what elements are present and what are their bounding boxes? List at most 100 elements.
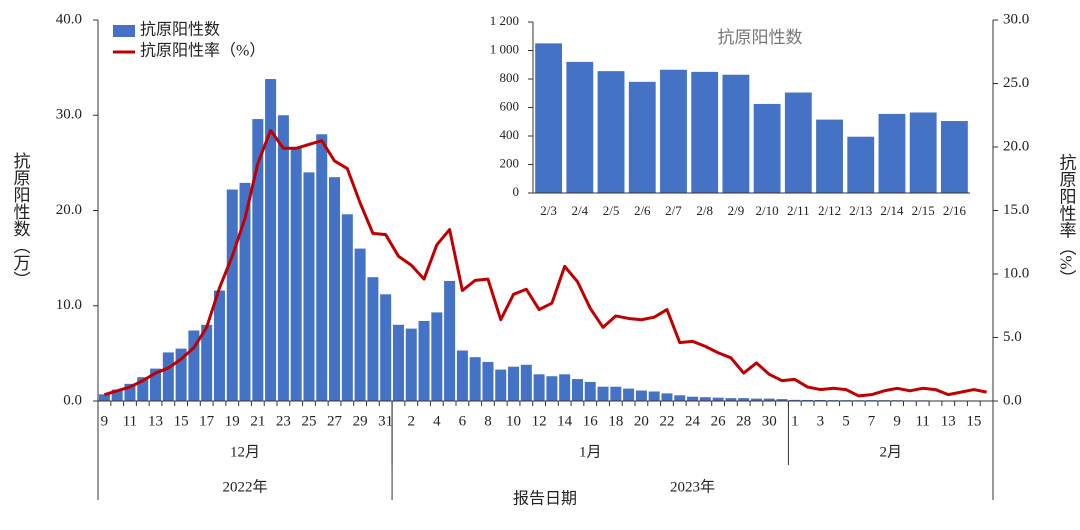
inset-x-tick-label: 2/8 bbox=[696, 203, 713, 218]
tick-label: 0 bbox=[513, 184, 520, 199]
month-label: 12月 bbox=[230, 444, 260, 460]
inset-x-tick-label: 2/15 bbox=[912, 203, 935, 218]
bar bbox=[738, 398, 750, 401]
inset-title: 抗原阳性数 bbox=[718, 28, 803, 47]
x-tick-label: 15 bbox=[174, 413, 189, 429]
bar bbox=[175, 348, 187, 401]
bar bbox=[456, 350, 468, 401]
x-tick-label: 29 bbox=[353, 413, 368, 429]
bar bbox=[750, 398, 762, 401]
bar bbox=[495, 369, 507, 401]
x-tick-label: 1 bbox=[791, 413, 799, 429]
bar bbox=[469, 357, 481, 401]
tick-label: 5.0 bbox=[1003, 329, 1022, 345]
bar bbox=[354, 248, 366, 401]
bar bbox=[405, 328, 417, 401]
bar bbox=[303, 172, 315, 401]
x-tick-label: 6 bbox=[459, 413, 467, 429]
tick-label: 30.0 bbox=[56, 107, 82, 123]
bar bbox=[674, 395, 686, 401]
tick-label: 30.0 bbox=[1003, 11, 1029, 27]
line bbox=[103, 128, 987, 398]
legend-swatch bbox=[113, 25, 135, 37]
x-tick-label: 11 bbox=[123, 413, 137, 429]
bar bbox=[559, 374, 571, 401]
bar bbox=[660, 69, 687, 193]
tick-label: 40.0 bbox=[56, 11, 82, 27]
x-tick-label: 17 bbox=[199, 413, 215, 429]
bar bbox=[610, 386, 622, 401]
bar bbox=[316, 134, 328, 402]
bar bbox=[520, 364, 532, 401]
bar bbox=[623, 388, 635, 401]
bar bbox=[712, 397, 724, 401]
bar bbox=[909, 112, 937, 193]
inset-x-tick-label: 2/3 bbox=[540, 203, 557, 218]
legend-label: 抗原阳性率（%） bbox=[140, 42, 265, 60]
year-label: 2023年 bbox=[670, 478, 715, 495]
tick-label: 200 bbox=[500, 155, 520, 170]
x-tick-label: 19 bbox=[225, 413, 240, 429]
tick-label: 25.0 bbox=[1003, 75, 1029, 91]
month-label: 1月 bbox=[579, 444, 602, 460]
x-tick-label: 2 bbox=[408, 413, 416, 429]
x-tick-label: 24 bbox=[685, 413, 701, 429]
bar bbox=[367, 277, 379, 401]
bar bbox=[418, 320, 430, 401]
y2-axis-title: 抗原阳性率（%） bbox=[1057, 153, 1077, 286]
x-tick-label: 12 bbox=[532, 413, 547, 429]
tick-label: 15.0 bbox=[1003, 202, 1029, 218]
bar bbox=[784, 92, 812, 193]
x-tick-label: 5 bbox=[842, 413, 850, 429]
bar bbox=[940, 121, 968, 193]
bar bbox=[188, 330, 200, 401]
tick-label: 20.0 bbox=[56, 202, 82, 218]
bar bbox=[290, 147, 302, 401]
legend-label: 抗原阳性数 bbox=[140, 21, 220, 39]
bar bbox=[847, 136, 875, 193]
inset-x-tick-label: 2/13 bbox=[849, 203, 872, 218]
bar bbox=[239, 182, 251, 401]
inset-x-tick-label: 2/4 bbox=[572, 203, 589, 218]
tick-label: 600 bbox=[500, 98, 520, 113]
x-tick-label: 9 bbox=[101, 413, 109, 429]
x-tick-label: 31 bbox=[378, 413, 393, 429]
x-tick-label: 25 bbox=[301, 413, 316, 429]
x-tick-label: 22 bbox=[659, 413, 674, 429]
bar bbox=[444, 280, 456, 401]
x-tick-label: 4 bbox=[433, 413, 441, 429]
inset-x-tick-label: 2/9 bbox=[728, 203, 745, 218]
bar bbox=[431, 312, 443, 401]
bar bbox=[802, 399, 814, 401]
bar bbox=[699, 397, 711, 401]
bar bbox=[571, 379, 583, 401]
bar bbox=[341, 214, 353, 401]
bar bbox=[814, 399, 826, 401]
x-tick-label: 30 bbox=[762, 413, 777, 429]
tick-label: 20.0 bbox=[1003, 138, 1029, 154]
x-tick-label: 10 bbox=[506, 413, 521, 429]
bar bbox=[137, 377, 149, 401]
bar bbox=[111, 389, 123, 401]
bar bbox=[392, 324, 404, 401]
bar bbox=[753, 103, 781, 193]
bar bbox=[277, 115, 289, 401]
bar bbox=[380, 294, 392, 401]
bar bbox=[482, 361, 494, 401]
x-tick-label: 3 bbox=[817, 413, 825, 429]
tick-label: 400 bbox=[500, 127, 520, 142]
tick-label: 1 200 bbox=[490, 13, 519, 28]
bar bbox=[535, 43, 563, 193]
bar bbox=[265, 79, 277, 402]
bar bbox=[878, 113, 906, 193]
bar bbox=[687, 396, 699, 401]
x-tick-label: 13 bbox=[148, 413, 163, 429]
bar bbox=[546, 376, 558, 401]
x-tick-label: 13 bbox=[941, 413, 956, 429]
bar bbox=[98, 394, 110, 401]
bar bbox=[661, 393, 673, 401]
bar bbox=[508, 366, 520, 401]
bar bbox=[635, 390, 647, 401]
inset-x-tick-label: 2/16 bbox=[943, 203, 967, 218]
